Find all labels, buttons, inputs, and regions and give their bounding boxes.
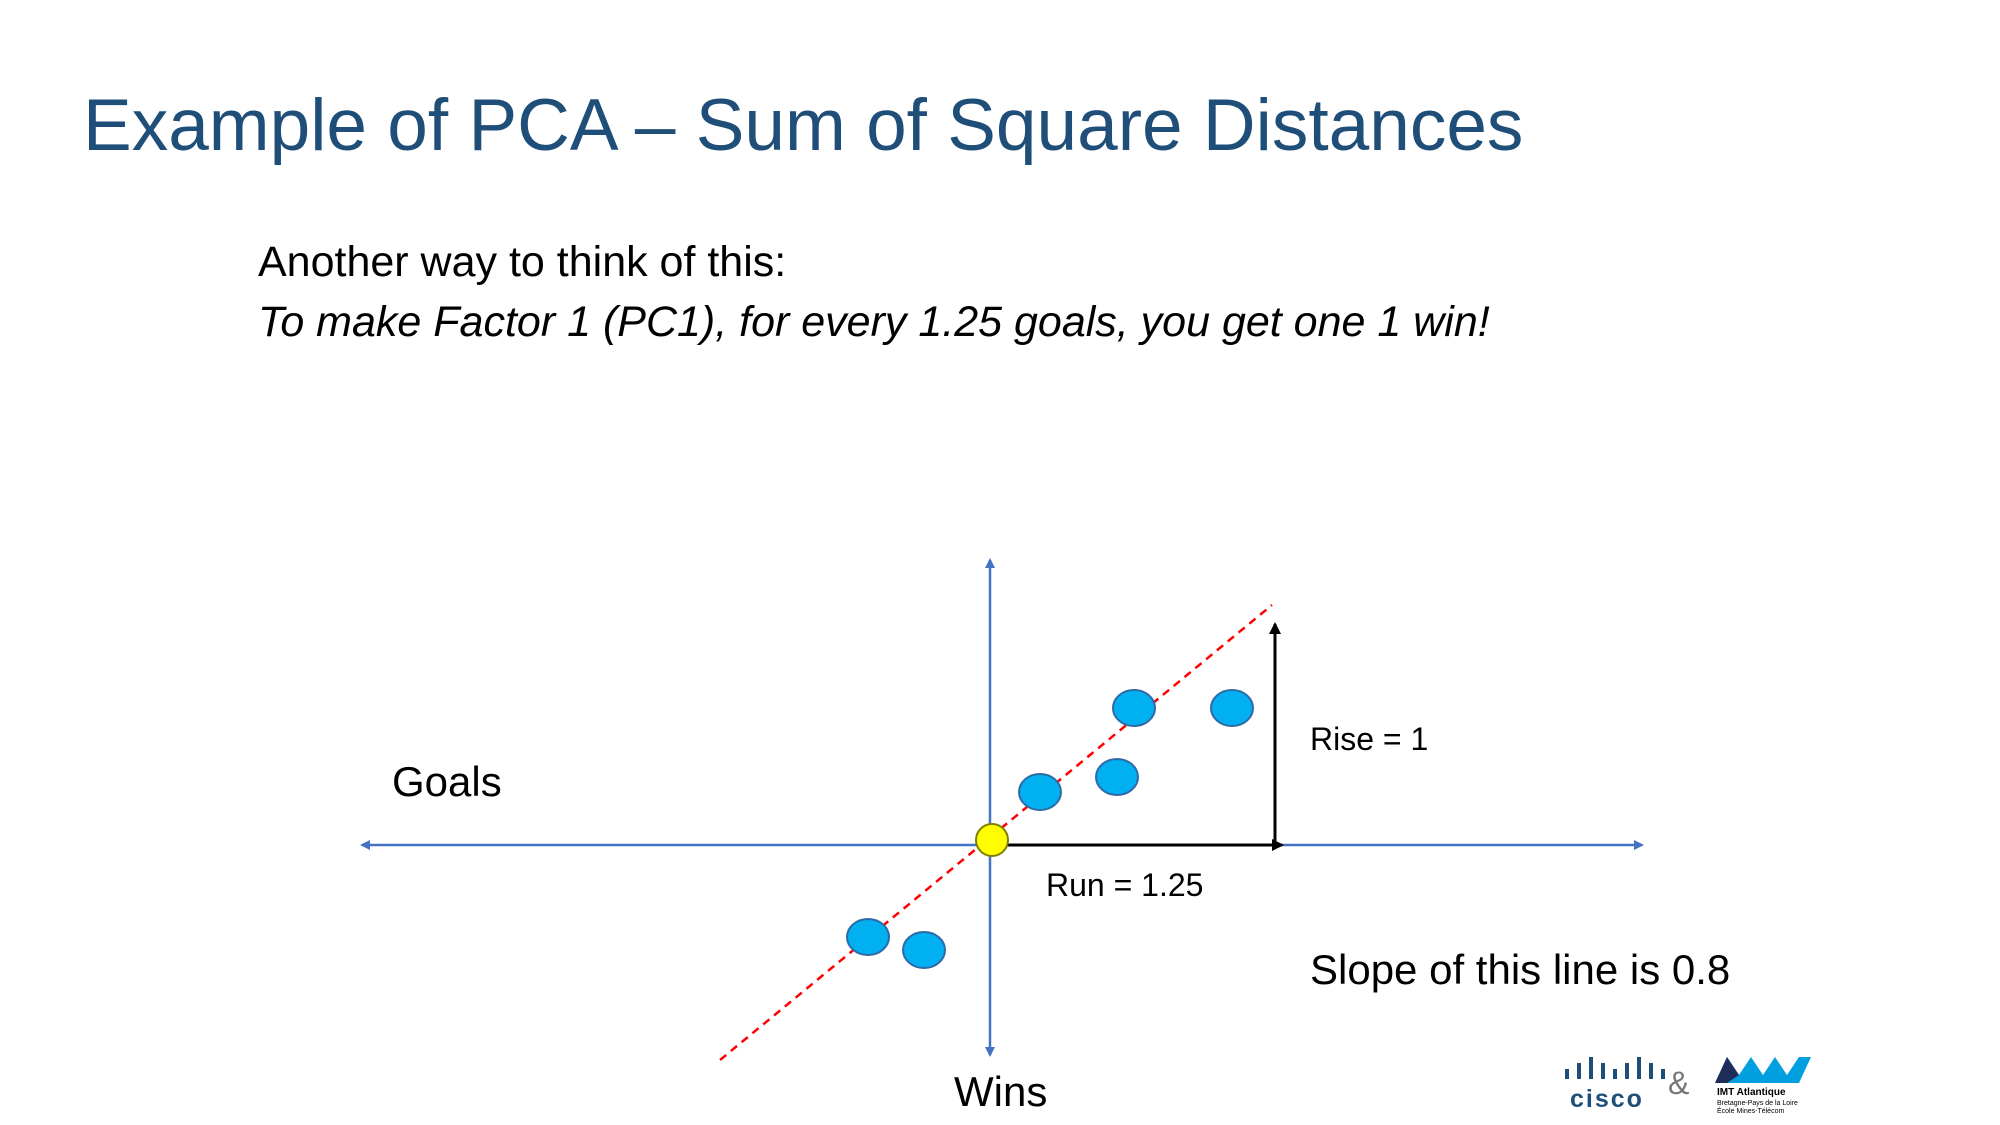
vertical-axis-label: Wins [954,1068,1047,1115]
footer-logos: cisco & IMT Atlantique Bretagne-Pays de … [1555,1055,1820,1115]
imt-subtitle: Bretagne-Pays de la Loire [1717,1100,1798,1107]
intro-text: Another way to think of this: [258,238,787,286]
data-point [846,918,890,956]
data-point [1095,758,1139,796]
imt-name: IMT Atlantique [1717,1087,1786,1098]
run-label: Run = 1.25 [1046,867,1203,903]
emphasis-text: To make Factor 1 (PC1), for every 1.25 g… [258,298,1490,346]
rise-label: Rise = 1 [1310,721,1428,757]
imt-subtitle: École Mines-Télécom [1717,1108,1785,1115]
data-point [1018,773,1062,811]
origin-point [975,823,1009,857]
imt-logo-icon [1715,1057,1811,1083]
slope-label: Slope of this line is 0.8 [1310,946,1730,993]
data-point [1210,689,1254,727]
cisco-wordmark: cisco [1570,1085,1644,1113]
data-point [1112,689,1156,727]
cisco-logo-icon [1565,1057,1665,1079]
horizontal-axis-label: Goals [392,758,502,805]
slide-title: Example of PCA – Sum of Square Distances [83,85,1524,166]
ampersand: & [1668,1065,1690,1101]
data-point [902,931,946,969]
